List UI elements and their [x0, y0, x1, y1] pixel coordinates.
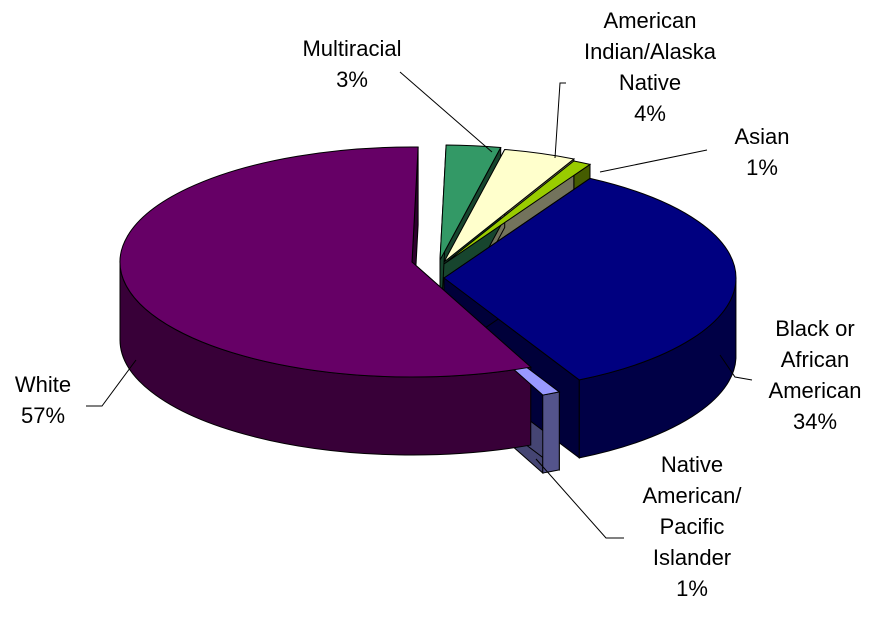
slice-value-label: 34% [793, 409, 837, 434]
leader-line-american-indian-alaska-native [554, 82, 566, 159]
slice-name-line: Indian/Alaska [584, 39, 717, 64]
leader-line-asian [599, 149, 708, 173]
pie-slice-multiracial [439, 144, 502, 261]
slice-label-multiracial: Multiracial 3% [302, 36, 401, 92]
slice-name-line: Multiracial [302, 36, 401, 61]
slice-name-line: White [15, 372, 71, 397]
slice-name-line: Black or [775, 316, 854, 341]
slice-name-line: Islander [653, 545, 731, 570]
slice-name-line: American [769, 378, 862, 403]
slice-label-black-or-african-american: Black or African American 34% [769, 316, 862, 434]
pie-slice-white [119, 146, 532, 378]
slice-name-line: Native [661, 452, 723, 477]
slice-label-asian: Asian 1% [734, 124, 789, 180]
slice-label-white: White 57% [15, 372, 71, 428]
pie-tops [119, 144, 737, 396]
pie-slice-asian [443, 160, 592, 265]
slice-name-line: Native [619, 70, 681, 95]
slice-labels: Black or African American 34%Native American… [15, 8, 862, 601]
leader-lines [86, 71, 753, 539]
leader-line-native-american-pacific-islander [535, 458, 624, 539]
slice-name-line: African [781, 347, 849, 372]
slice-label-native-american-pacific-islander: Native American/Pacific Islander 1% [642, 452, 742, 601]
slice-value-label: 57% [21, 403, 65, 428]
slice-name-line: American/ [642, 483, 742, 508]
slice-value-label: 3% [336, 67, 368, 92]
leader-line-white [86, 359, 137, 407]
leader-line-black-or-african-american [719, 354, 753, 381]
pie-slice-black-or-african-american [443, 177, 737, 381]
slice-name-line: Asian [734, 124, 789, 149]
slice-value-label: 1% [746, 155, 778, 180]
pie-slice-american-indian-alaska-native [443, 148, 575, 263]
slice-value-label: 4% [634, 101, 666, 126]
pie-side-native-american-pacific-islander [542, 391, 560, 474]
leader-line-multiracial [399, 71, 493, 153]
slice-name-line: American [604, 8, 697, 33]
slice-value-label: 1% [676, 576, 708, 601]
slice-label-american-indian-alaska-native: American Indian/Alaska Native 4% [584, 8, 717, 126]
slice-name-line: Pacific [660, 514, 725, 539]
